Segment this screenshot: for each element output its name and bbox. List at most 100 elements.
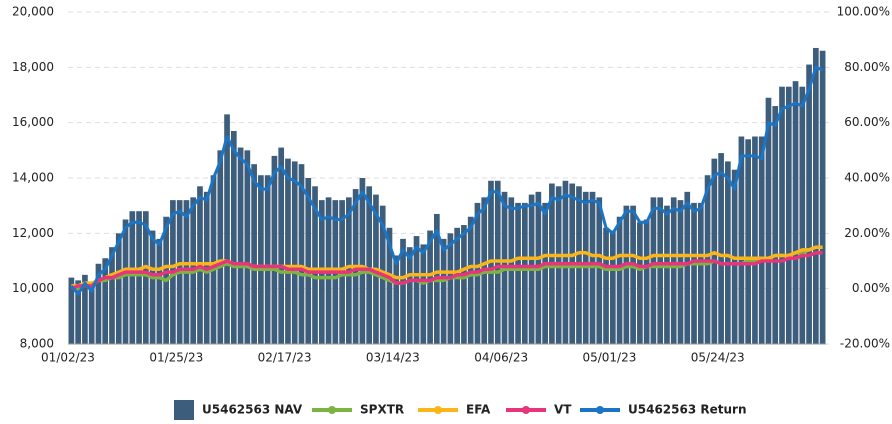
bar: [630, 205, 636, 344]
y2-tick-label: -20.00%: [840, 337, 890, 351]
x-tick-label: 05/24/23: [691, 351, 745, 365]
bar: [799, 86, 806, 344]
bar: [298, 164, 305, 344]
bar: [413, 236, 420, 344]
bar: [643, 219, 650, 344]
bar: [785, 86, 792, 344]
bar: [670, 197, 677, 344]
bar: [129, 211, 136, 344]
line: [71, 245, 823, 288]
y2-tick-label: 100.00%: [837, 5, 890, 19]
bar: [386, 227, 393, 344]
bar: [650, 197, 657, 344]
bar: [156, 238, 163, 344]
bar: [806, 64, 812, 345]
bar: [251, 164, 257, 344]
bar: [725, 161, 731, 344]
bar: [230, 130, 237, 344]
bar: [616, 216, 623, 344]
bar: [738, 136, 745, 344]
y-tick-label: 18,000: [12, 60, 54, 74]
bar: [136, 211, 142, 344]
y-tick-label: 14,000: [12, 171, 54, 185]
bar: [447, 233, 454, 344]
bar: [75, 280, 81, 344]
bar: [109, 247, 115, 344]
x-tick-label: 01/02/23: [41, 351, 95, 365]
x-tick-label: 04/06/23: [474, 351, 528, 365]
bar: [420, 244, 427, 344]
bar: [95, 263, 102, 344]
bar: [467, 216, 474, 344]
bar: [305, 178, 312, 344]
bar: [440, 238, 447, 344]
bar: [718, 153, 724, 344]
legend-label: EFA: [466, 403, 491, 417]
bar: [68, 277, 75, 344]
bar: [366, 186, 373, 344]
bar: [752, 136, 758, 344]
bar: [142, 211, 149, 344]
bar: [637, 222, 643, 344]
bar: [359, 178, 366, 344]
bar: [102, 258, 109, 344]
line: [70, 65, 824, 296]
bar: [210, 175, 217, 344]
y2-tick-label: 0.00%: [852, 281, 890, 295]
bar: [657, 197, 664, 344]
bar: [115, 233, 122, 344]
bar: [677, 200, 684, 344]
x-tick-label: 02/17/23: [258, 351, 312, 365]
bar: [88, 283, 95, 344]
x-tick-label: 01/25/23: [149, 351, 203, 365]
bar: [291, 161, 298, 344]
legend-label: VT: [554, 403, 572, 417]
bar: [765, 97, 772, 345]
bar: [149, 230, 156, 344]
bar: [427, 230, 433, 344]
y-tick-label: 10,000: [12, 281, 54, 295]
bar: [684, 191, 691, 344]
legend-marker: [328, 406, 336, 414]
bar: [237, 147, 244, 344]
bar: [264, 175, 271, 344]
bar: [521, 202, 528, 344]
bar: [393, 255, 400, 344]
bar: [697, 202, 704, 344]
bar: [122, 219, 129, 344]
y-tick-label: 20,000: [12, 5, 54, 19]
y2-tick-label: 60.00%: [844, 115, 890, 129]
bar: [406, 247, 413, 344]
bar: [813, 47, 819, 344]
y2-tick-label: 20.00%: [844, 226, 890, 240]
bar: [224, 114, 230, 344]
bar: [82, 274, 88, 344]
legend-swatch: [174, 400, 194, 420]
bar: [745, 139, 752, 344]
bar: [278, 147, 285, 344]
bar: [285, 158, 291, 344]
bar: [271, 155, 278, 344]
bar: [772, 106, 779, 344]
bar: [400, 238, 406, 344]
y-tick-label: 12,000: [12, 226, 54, 240]
bar: [596, 197, 603, 344]
bar: [461, 225, 467, 344]
line: [70, 250, 823, 291]
x-tick-label: 05/01/23: [582, 351, 636, 365]
legend-label: SPXTR: [360, 403, 404, 417]
bar: [542, 202, 548, 344]
bar: [623, 205, 630, 344]
bar: [792, 81, 799, 345]
bar: [691, 202, 697, 344]
bar: [217, 150, 224, 344]
x-tick-label: 03/14/23: [366, 351, 420, 365]
legend-label: U5462563 Return: [628, 403, 747, 417]
bar: [779, 86, 785, 344]
legend-marker: [434, 406, 442, 414]
bar: [515, 202, 521, 344]
bar: [664, 205, 670, 344]
bar: [454, 227, 460, 344]
bar: [609, 230, 616, 344]
